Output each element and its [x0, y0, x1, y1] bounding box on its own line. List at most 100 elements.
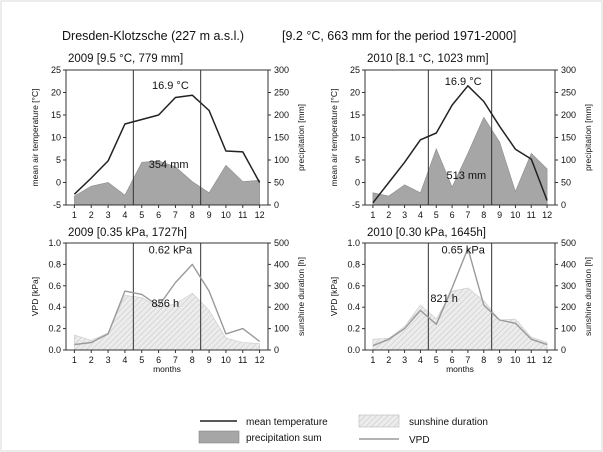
x-tick-label: 3 — [402, 210, 407, 220]
annotation-label: 821 h — [430, 293, 458, 305]
y-tick-label-left: 15 — [350, 110, 360, 120]
x-tick-label: 2 — [386, 210, 391, 220]
x-tick-label: 7 — [173, 210, 178, 220]
y-tick-label-left: 1.0 — [48, 238, 61, 248]
y-tick-label-left: 0.8 — [347, 259, 360, 269]
x-tick-label: 8 — [190, 355, 195, 365]
x-tick-label: 5 — [434, 210, 439, 220]
y-tick-label-right: 400 — [561, 259, 576, 269]
x-tick-label: 12 — [255, 210, 265, 220]
x-tick-label: 6 — [156, 355, 161, 365]
panel-temp-precip-2009: 2009 [9.5 °C, 779 mm]-505101520250501001… — [30, 53, 306, 220]
x-tick-label: 1 — [370, 355, 375, 365]
x-tick-label: 6 — [156, 210, 161, 220]
y-axis-label-left: VPD [kPa] — [329, 277, 339, 316]
y-tick-label-right: 50 — [561, 178, 571, 188]
x-tick-label: 7 — [465, 210, 470, 220]
y-axis-label-right: sunshine duration [h] — [296, 257, 306, 336]
y-tick-label-left: -5 — [53, 200, 61, 210]
x-tick-label: 3 — [106, 210, 111, 220]
legend-precipitation-swatch — [198, 430, 240, 444]
y-tick-label-left: 1.0 — [347, 238, 360, 248]
x-tick-label: 2 — [89, 355, 94, 365]
x-tick-label: 8 — [481, 355, 486, 365]
annotation-label: 513 mm — [446, 170, 486, 182]
y-tick-label-left: 0.6 — [48, 281, 61, 291]
y-tick-label-right: 0 — [274, 200, 279, 210]
y-tick-label-left: 0.6 — [347, 281, 360, 291]
y-tick-label-right: 100 — [561, 324, 576, 334]
x-tick-label: 3 — [402, 355, 407, 365]
x-tick-label: 10 — [510, 355, 520, 365]
panel-header: 2010 [0.30 kPa, 1645h] — [367, 227, 486, 239]
panel-vpd-sun-2010: 2010 [0.30 kPa, 1645h] 0.0 0.2 0.4 0.6 0.8 1.0… — [329, 227, 593, 374]
x-tick-label: 10 — [221, 355, 231, 365]
y-tick-label-right: 100 — [561, 155, 576, 165]
y-tick-label-right: 200 — [561, 110, 576, 120]
y-axis-label-right: precipitation [mm] — [296, 104, 306, 171]
y-tick-label-left: 5 — [56, 155, 61, 165]
x-tick-label: 5 — [139, 210, 144, 220]
y-tick-label-right: 0 — [274, 345, 279, 355]
panel-header: 2010 [8.1 °C, 1023 mm] — [367, 53, 489, 65]
y-tick-label-right: 50 — [274, 178, 284, 188]
y-tick-label-right: 400 — [274, 259, 289, 269]
sunshine-area — [74, 292, 260, 351]
y-tick-label-right: 150 — [561, 133, 576, 143]
y-axis-label-left: mean air temperature [°C] — [329, 89, 339, 187]
y-tick-label-right: 300 — [561, 65, 576, 75]
annotation-label: 16.9 °C — [152, 80, 189, 92]
x-tick-label: 2 — [386, 355, 391, 365]
y-tick-label-right: 200 — [274, 302, 289, 312]
annotation-label: 16.9 °C — [445, 76, 482, 88]
x-tick-label: 9 — [207, 210, 212, 220]
legend-temperature-label: mean temperature — [246, 417, 328, 428]
y-tick-label-left: 0.8 — [48, 259, 61, 269]
x-tick-label: 12 — [255, 355, 265, 365]
y-tick-label-right: 500 — [561, 238, 576, 248]
x-tick-label: 9 — [497, 210, 502, 220]
panel-vpd-sun-2009: 2009 [0.35 kPa, 1727h] 0.0 0.2 0.4 0.6 0.8 1.0… — [30, 227, 306, 374]
figure-title: Dresden-Klotzsche (227 m a.s.l.) — [62, 29, 244, 43]
x-axis-label: months — [446, 364, 474, 374]
x-tick-label: 2 — [89, 210, 94, 220]
x-tick-label: 11 — [238, 355, 247, 365]
x-tick-label: 6 — [450, 210, 455, 220]
x-tick-label: 7 — [465, 355, 470, 365]
y-tick-label-right: 250 — [274, 88, 289, 98]
y-tick-label-left: 0 — [56, 178, 61, 188]
x-tick-label: 1 — [370, 210, 375, 220]
plot-frame — [364, 242, 556, 351]
y-tick-label-right: 500 — [274, 238, 289, 248]
y-tick-label-left: 0.0 — [347, 345, 360, 355]
sunshine-area — [372, 287, 548, 351]
y-axis-label-right: sunshine duration [h] — [583, 257, 593, 336]
y-tick-label-right: 250 — [561, 88, 576, 98]
panel-header: 2009 [9.5 °C, 779 mm] — [68, 53, 183, 65]
x-tick-label: 12 — [542, 210, 552, 220]
annotation-label: 0.62 kPa — [149, 245, 193, 257]
y-tick-label-right: 0 — [561, 200, 566, 210]
legend: mean temperature precipitation sum sunsh… — [198, 414, 488, 446]
x-tick-label: 7 — [173, 355, 178, 365]
temperature-line — [372, 85, 548, 204]
y-tick-label-right: 150 — [274, 133, 289, 143]
x-axis-label: months — [153, 364, 181, 374]
y-tick-label-left: 20 — [350, 88, 360, 98]
y-tick-label-right: 100 — [274, 155, 289, 165]
x-tick-label: 9 — [497, 355, 502, 365]
x-tick-label: 8 — [481, 210, 486, 220]
x-tick-label: 3 — [106, 355, 111, 365]
y-tick-label-right: 300 — [274, 281, 289, 291]
y-tick-label-left: 25 — [51, 65, 61, 75]
panel-temp-precip-2010: 2010 [8.1 °C, 1023 mm]-50510152025050100… — [329, 53, 593, 220]
y-tick-label-left: 0.2 — [347, 324, 360, 334]
plot-frame — [65, 242, 269, 351]
y-tick-label-left: 5 — [355, 155, 360, 165]
y-tick-label-right: 200 — [561, 302, 576, 312]
x-tick-label: 4 — [122, 210, 127, 220]
x-tick-label: 11 — [238, 210, 247, 220]
y-tick-label-left: 10 — [51, 133, 61, 143]
